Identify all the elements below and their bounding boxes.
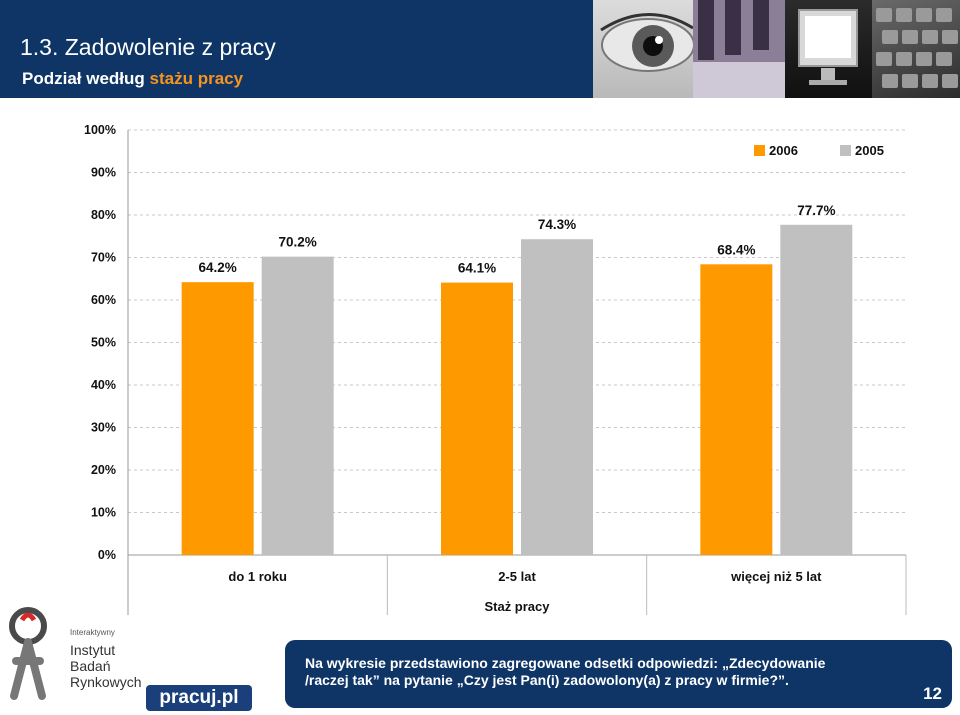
- category-labels: do 1 roku 2-5 lat więcej niż 5 lat: [228, 569, 822, 584]
- note-line-1: Na wykresie przedstawiono zagregowane od…: [305, 655, 826, 671]
- bar-2006: [700, 264, 773, 555]
- category-label: więcej niż 5 lat: [730, 569, 822, 584]
- pracuj-logo: pracuj.pl: [146, 685, 252, 711]
- page-number: 12: [923, 684, 942, 703]
- data-label: 70.2%: [279, 235, 317, 250]
- page-title: 1.3. Zadowolenie z pracy: [20, 34, 276, 60]
- monitor-photo: [785, 0, 872, 98]
- category-label: do 1 roku: [228, 569, 287, 584]
- y-tick-label: 50%: [91, 336, 116, 350]
- eye-photo: [593, 0, 693, 98]
- subtitle-highlight: stażu pracy: [149, 69, 244, 88]
- legend-label: 2006: [769, 143, 798, 158]
- keyboard-photo: [872, 0, 960, 98]
- data-label: 74.3%: [538, 217, 576, 232]
- ibr-line-1: Instytut: [70, 642, 116, 658]
- subtitle-prefix: Podział według: [22, 69, 145, 88]
- header-title-panel: 1.3. Zadowolenie z pracy Podział według …: [0, 0, 593, 98]
- x-axis-title: Staż pracy: [484, 599, 550, 614]
- note-box: Na wykresie przedstawiono zagregowane od…: [285, 640, 952, 708]
- y-tick-label: 0%: [98, 548, 116, 562]
- piano-keys-photo: [693, 0, 785, 98]
- y-tick-label: 60%: [91, 293, 116, 307]
- chart-bars: [181, 224, 853, 555]
- chart-gridlines: [127, 129, 907, 615]
- data-label: 68.4%: [717, 242, 755, 257]
- bar-2005: [261, 256, 334, 555]
- y-axis-ticks: 0% 10% 20% 30% 40% 50% 60% 70% 80% 90% 100%: [84, 123, 116, 562]
- note-text: Na wykresie przedstawiono zagregowane od…: [305, 655, 905, 689]
- data-label: 77.7%: [797, 203, 835, 218]
- legend-label: 2005: [855, 143, 884, 158]
- chart-legend: 2006 2005: [754, 143, 884, 158]
- bar-2006: [441, 282, 513, 555]
- ibr-line-2: Badań: [70, 658, 111, 674]
- ibr-name: Instytut Badań Rynkowych: [70, 642, 160, 690]
- y-tick-label: 90%: [91, 166, 116, 180]
- legend-swatch: [840, 145, 851, 156]
- ibr-logo: [4, 606, 144, 706]
- data-label: 64.2%: [199, 260, 237, 275]
- y-tick-label: 100%: [84, 123, 116, 137]
- page-subtitle: Podział według stażu pracy: [22, 69, 243, 89]
- ibr-line-3: Rynkowych: [70, 674, 142, 690]
- y-tick-label: 70%: [91, 251, 116, 265]
- y-tick-label: 30%: [91, 421, 116, 435]
- legend-swatch: [754, 145, 765, 156]
- y-tick-label: 10%: [91, 506, 116, 520]
- y-tick-label: 80%: [91, 208, 116, 222]
- bar-chart: 0% 10% 20% 30% 40% 50% 60% 70% 80% 90% 100% 64.2% 7…: [84, 123, 907, 615]
- ibr-small-text: Interaktywny: [70, 628, 115, 637]
- y-tick-label: 40%: [91, 378, 116, 392]
- data-label: 64.1%: [458, 261, 496, 276]
- data-labels: 64.2% 70.2% 64.1% 74.3% 68.4% 77.7%: [199, 203, 836, 276]
- bar-2005: [780, 224, 853, 555]
- category-label: 2-5 lat: [498, 569, 536, 584]
- y-tick-label: 20%: [91, 463, 116, 477]
- header-banner: 1.3. Zadowolenie z pracy Podział według …: [0, 0, 960, 98]
- bar-2005: [521, 239, 593, 555]
- bar-2006: [181, 282, 254, 555]
- note-line-2: /raczej tak” na pytanie „Czy jest Pan(i)…: [305, 672, 789, 688]
